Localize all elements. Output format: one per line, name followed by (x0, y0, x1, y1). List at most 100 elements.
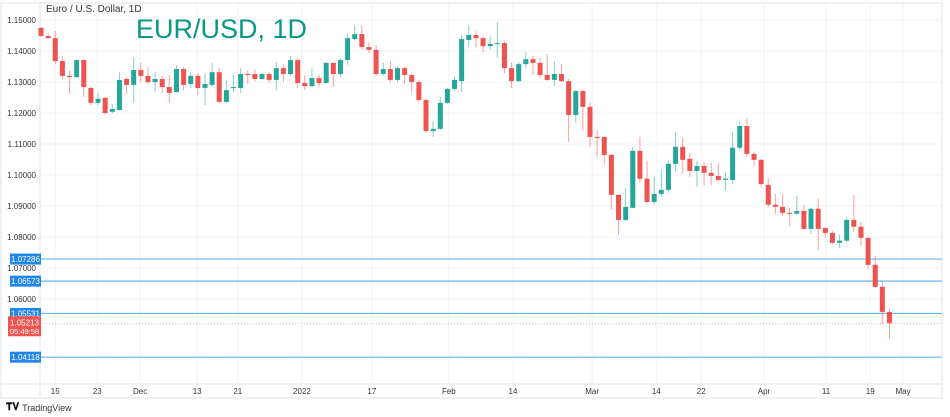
bar-countdown-label: 05:49:58 (10, 327, 39, 336)
candle-body (494, 43, 500, 45)
candle-bearish (302, 74, 308, 91)
x-tick-label: 13 (193, 387, 202, 396)
candle-body (758, 159, 764, 184)
x-tick-label: 2022 (293, 387, 311, 396)
candle-body (623, 206, 629, 220)
candle-bearish (102, 96, 108, 115)
candle-bearish (858, 221, 864, 246)
y-tick-label: 1.09000 (7, 202, 36, 211)
candle-body (181, 69, 187, 85)
candle-body (480, 38, 486, 47)
candle-body (45, 35, 51, 39)
candle-body (701, 166, 707, 173)
candle-body (131, 70, 137, 85)
candle-bearish (616, 194, 622, 235)
candle-body (573, 91, 579, 115)
candle-body (238, 74, 244, 88)
candle-bullish (116, 72, 122, 111)
candle-body (765, 184, 771, 205)
candle-body (566, 81, 572, 115)
candle-bullish (337, 57, 343, 78)
candle-bearish (879, 281, 885, 325)
candle-bearish (181, 66, 187, 91)
candle-bullish (238, 68, 244, 93)
candle-bearish (751, 151, 757, 167)
candle-bullish (395, 65, 400, 83)
candle-body (216, 72, 222, 102)
candle-body (195, 75, 201, 88)
candle-body (473, 35, 479, 39)
candle-bullish (352, 25, 358, 40)
candle-bullish (437, 96, 443, 131)
candle-body (138, 70, 144, 76)
candle-body (444, 88, 450, 103)
candle-body (430, 128, 436, 132)
candle-body (637, 150, 643, 179)
candle-bullish (74, 59, 80, 79)
candle-bullish (131, 56, 137, 103)
candle-bearish (587, 102, 593, 147)
candle-bearish (373, 44, 379, 76)
y-tick-label: 1.11000 (8, 140, 37, 149)
candle-body (166, 87, 172, 93)
candle-body (801, 210, 807, 229)
candle-body (373, 49, 379, 75)
candle-bullish (173, 65, 179, 93)
candle-body (673, 146, 679, 164)
candle-body (822, 227, 828, 233)
candle-bearish (159, 75, 165, 93)
candle-bearish (38, 26, 44, 37)
candle-bearish (245, 70, 251, 84)
x-tick-label: May (895, 387, 910, 396)
candle-bearish (330, 62, 336, 88)
candle-bullish (523, 52, 529, 69)
candle-body (829, 232, 835, 243)
candle-bearish (316, 74, 322, 88)
candle-body (537, 62, 543, 75)
y-tick-label: 1.10000 (7, 171, 36, 180)
candle-bullish (430, 120, 436, 137)
candle-bearish (758, 158, 764, 187)
candle-body (694, 166, 700, 171)
candle-body (124, 78, 130, 85)
x-tick-label: Dec (133, 387, 147, 396)
candle-bearish (744, 118, 750, 157)
candle-bearish (680, 137, 686, 174)
candle-bearish (480, 35, 486, 53)
y-tick-label: 1.08000 (7, 233, 36, 242)
level-price-label-bg (10, 351, 41, 363)
candle-body (59, 61, 65, 76)
x-tick-label: 21 (233, 387, 242, 396)
candle-body (466, 35, 472, 40)
candle-bearish (765, 178, 771, 207)
y-tick-label: 1.06000 (7, 295, 36, 304)
candle-body (815, 208, 821, 229)
candle-body (223, 90, 229, 102)
candle-body (409, 74, 415, 83)
candle-body (616, 194, 622, 220)
candle-bullish (452, 75, 458, 92)
candle-bullish (673, 131, 679, 172)
candle-body (865, 237, 871, 265)
candle-body (231, 87, 237, 89)
candle-bullish (794, 195, 800, 215)
candle-bearish (59, 56, 65, 79)
y-tick-label: 1.13000 (7, 78, 36, 87)
candle-bearish (473, 30, 479, 48)
candle-bearish (815, 198, 821, 250)
candle-body (380, 69, 386, 75)
candle-body (302, 83, 308, 87)
candle-body (116, 79, 122, 110)
tradingview-brand[interactable]: 𝐓𝐕 TradingView (6, 402, 72, 413)
candle-body (337, 60, 343, 75)
x-tick-label: 17 (367, 387, 376, 396)
candle-body (872, 264, 878, 287)
candle-bullish (273, 61, 279, 91)
candle-bearish (865, 236, 871, 269)
level-price-label-bg (10, 275, 41, 287)
candle-bullish (551, 61, 557, 87)
candle-body (730, 147, 736, 180)
level-price-label-bg (10, 253, 41, 265)
